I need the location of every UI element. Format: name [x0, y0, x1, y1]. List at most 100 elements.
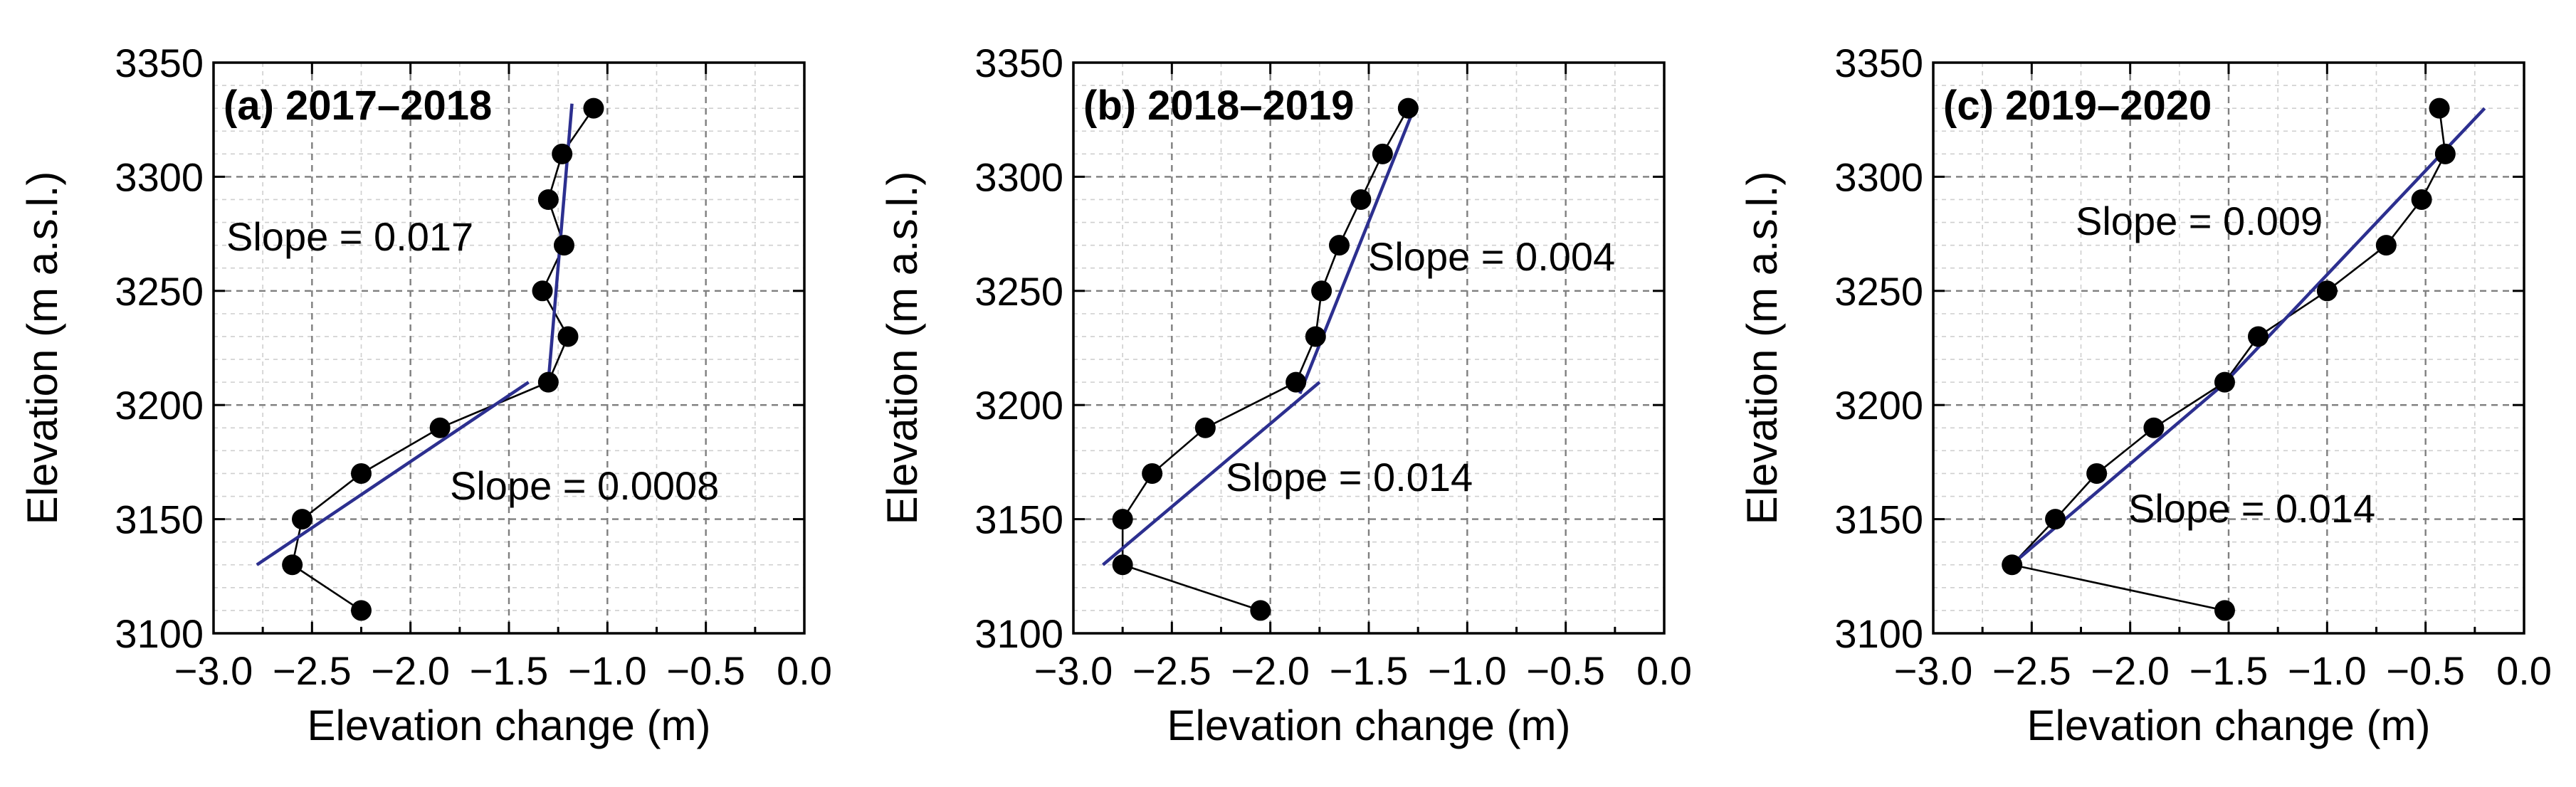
data-point [2375, 235, 2397, 256]
data-point [2434, 143, 2456, 164]
data-point [2045, 509, 2066, 530]
panel-3: −3.0 −2.5 −2.0 −1.5 −1.0 −0.5 0.0 3100 3150 3200 3… [1738, 41, 2552, 749]
data-point [532, 280, 553, 302]
x-tick-label: −0.5 [1526, 648, 1605, 693]
slope-annotation: Slope = 0.009 [2076, 199, 2323, 243]
x-tick-label: −2.5 [273, 648, 352, 693]
x-tick-label: −2.0 [1231, 648, 1310, 693]
y-axis-title: Elevation (m a.s.l.) [1738, 171, 1786, 525]
data-point [557, 326, 579, 347]
x-axis-title: Elevation change (m) [1167, 702, 1571, 749]
y-tick-label: 3250 [1834, 269, 1923, 314]
panel-2: −3.0 −2.5 −2.0 −1.5 −1.0 −0.5 0.0 3100 3150 3200 3… [878, 41, 1692, 749]
data-point [1372, 143, 1393, 164]
data-point [2214, 600, 2235, 621]
x-tick-label: −1.5 [2189, 648, 2269, 693]
data-point [351, 600, 372, 621]
x-tick-label: −1.5 [470, 648, 549, 693]
x-tick-label: −1.0 [1428, 648, 1507, 693]
fit-line-1 [2004, 379, 2230, 571]
y-tick-label: 3100 [115, 611, 204, 656]
x-tick-label: −3.0 [1034, 648, 1113, 693]
slope-annotation: Slope = 0.014 [2128, 486, 2375, 531]
y-tick-label: 3300 [974, 154, 1063, 199]
x-tick-label: −3.0 [174, 648, 253, 693]
x-tick-label: 0.0 [1636, 648, 1692, 693]
x-tick-label: −1.0 [568, 648, 647, 693]
x-axis-title: Elevation change (m) [2027, 702, 2431, 749]
data-point [537, 371, 559, 393]
x-tick-label: −2.0 [371, 648, 450, 693]
data-point [2429, 97, 2450, 119]
y-tick-label: 3200 [1834, 383, 1923, 428]
y-axis-title: Elevation (m a.s.l.) [878, 171, 926, 525]
data-point [1142, 463, 1163, 484]
x-tick-label: 0.0 [2496, 648, 2552, 693]
x-tick-label: −3.0 [1894, 648, 1973, 693]
data-point [2316, 280, 2338, 302]
data-point [1311, 280, 1332, 302]
data-point [1194, 417, 1216, 438]
y-tick-label: 3150 [974, 497, 1063, 542]
data-point [2411, 189, 2432, 210]
data-point [2002, 554, 2023, 576]
data-point [583, 97, 604, 119]
y-tick-label: 3300 [115, 154, 204, 199]
data-point [552, 143, 573, 164]
y-tick-label: 3100 [974, 611, 1063, 656]
x-tick-label: 0.0 [777, 648, 832, 693]
y-tick-label: 3300 [1834, 154, 1923, 199]
data-point [1329, 235, 1350, 256]
y-tick-label: 3150 [1834, 497, 1923, 542]
data-point [537, 189, 559, 210]
y-tick-label: 3350 [1834, 41, 1923, 85]
panel-title: (c) 2019–2020 [1943, 83, 2212, 129]
y-tick-label: 3250 [115, 269, 204, 314]
x-tick-label: −0.5 [666, 648, 745, 693]
data-point [1305, 326, 1326, 347]
data-point [1112, 509, 1133, 530]
data-point [429, 417, 451, 438]
data-point [2214, 371, 2235, 393]
plot-frame [1072, 61, 1666, 635]
data-point [1112, 554, 1133, 576]
x-tick-label: −2.5 [1132, 648, 1211, 693]
x-tick-label: −1.5 [1330, 648, 1409, 693]
panel-1: −3.0 −2.5 −2.0 −1.5 −1.0 −0.5 0.0 3100 3150 3200 3… [19, 41, 832, 749]
x-tick-label: −2.0 [2091, 648, 2170, 693]
y-tick-label: 3100 [1834, 611, 1923, 656]
data-point [2086, 463, 2108, 484]
data-point [282, 554, 303, 576]
data-point [553, 235, 574, 256]
y-tick-label: 3150 [115, 497, 204, 542]
data-point [2248, 326, 2269, 347]
fit-line-1 [1102, 381, 1321, 566]
data-point [292, 509, 312, 530]
y-tick-label: 3350 [115, 41, 204, 85]
y-tick-label: 3250 [974, 269, 1063, 314]
panel-title: (a) 2017–2018 [224, 83, 492, 129]
y-tick-label: 3350 [974, 41, 1063, 85]
data-point [1286, 371, 1307, 393]
slope-annotation: Slope = 0.004 [1368, 234, 1615, 279]
slope-annotation: Slope = 0.0008 [450, 463, 719, 508]
x-tick-label: −1.0 [2288, 648, 2367, 693]
data-point [1397, 97, 1419, 119]
data-point [1250, 600, 1271, 621]
plot-frame [212, 61, 806, 635]
data-point [1350, 189, 1372, 210]
panel-title: (b) 2018–2019 [1083, 83, 1354, 129]
x-tick-label: −0.5 [2386, 648, 2465, 693]
y-tick-label: 3200 [115, 383, 204, 428]
slope-annotation: Slope = 0.014 [1226, 455, 1473, 500]
y-axis-title: Elevation (m a.s.l.) [19, 171, 66, 525]
data-point [351, 463, 372, 484]
data-point [2143, 417, 2165, 438]
x-axis-title: Elevation change (m) [307, 702, 711, 749]
plot-frame [1932, 61, 2525, 635]
fit-line-1 [256, 381, 530, 566]
slope-annotation: Slope = 0.017 [226, 214, 473, 259]
y-tick-label: 3200 [974, 383, 1063, 428]
x-tick-label: −2.5 [1992, 648, 2071, 693]
